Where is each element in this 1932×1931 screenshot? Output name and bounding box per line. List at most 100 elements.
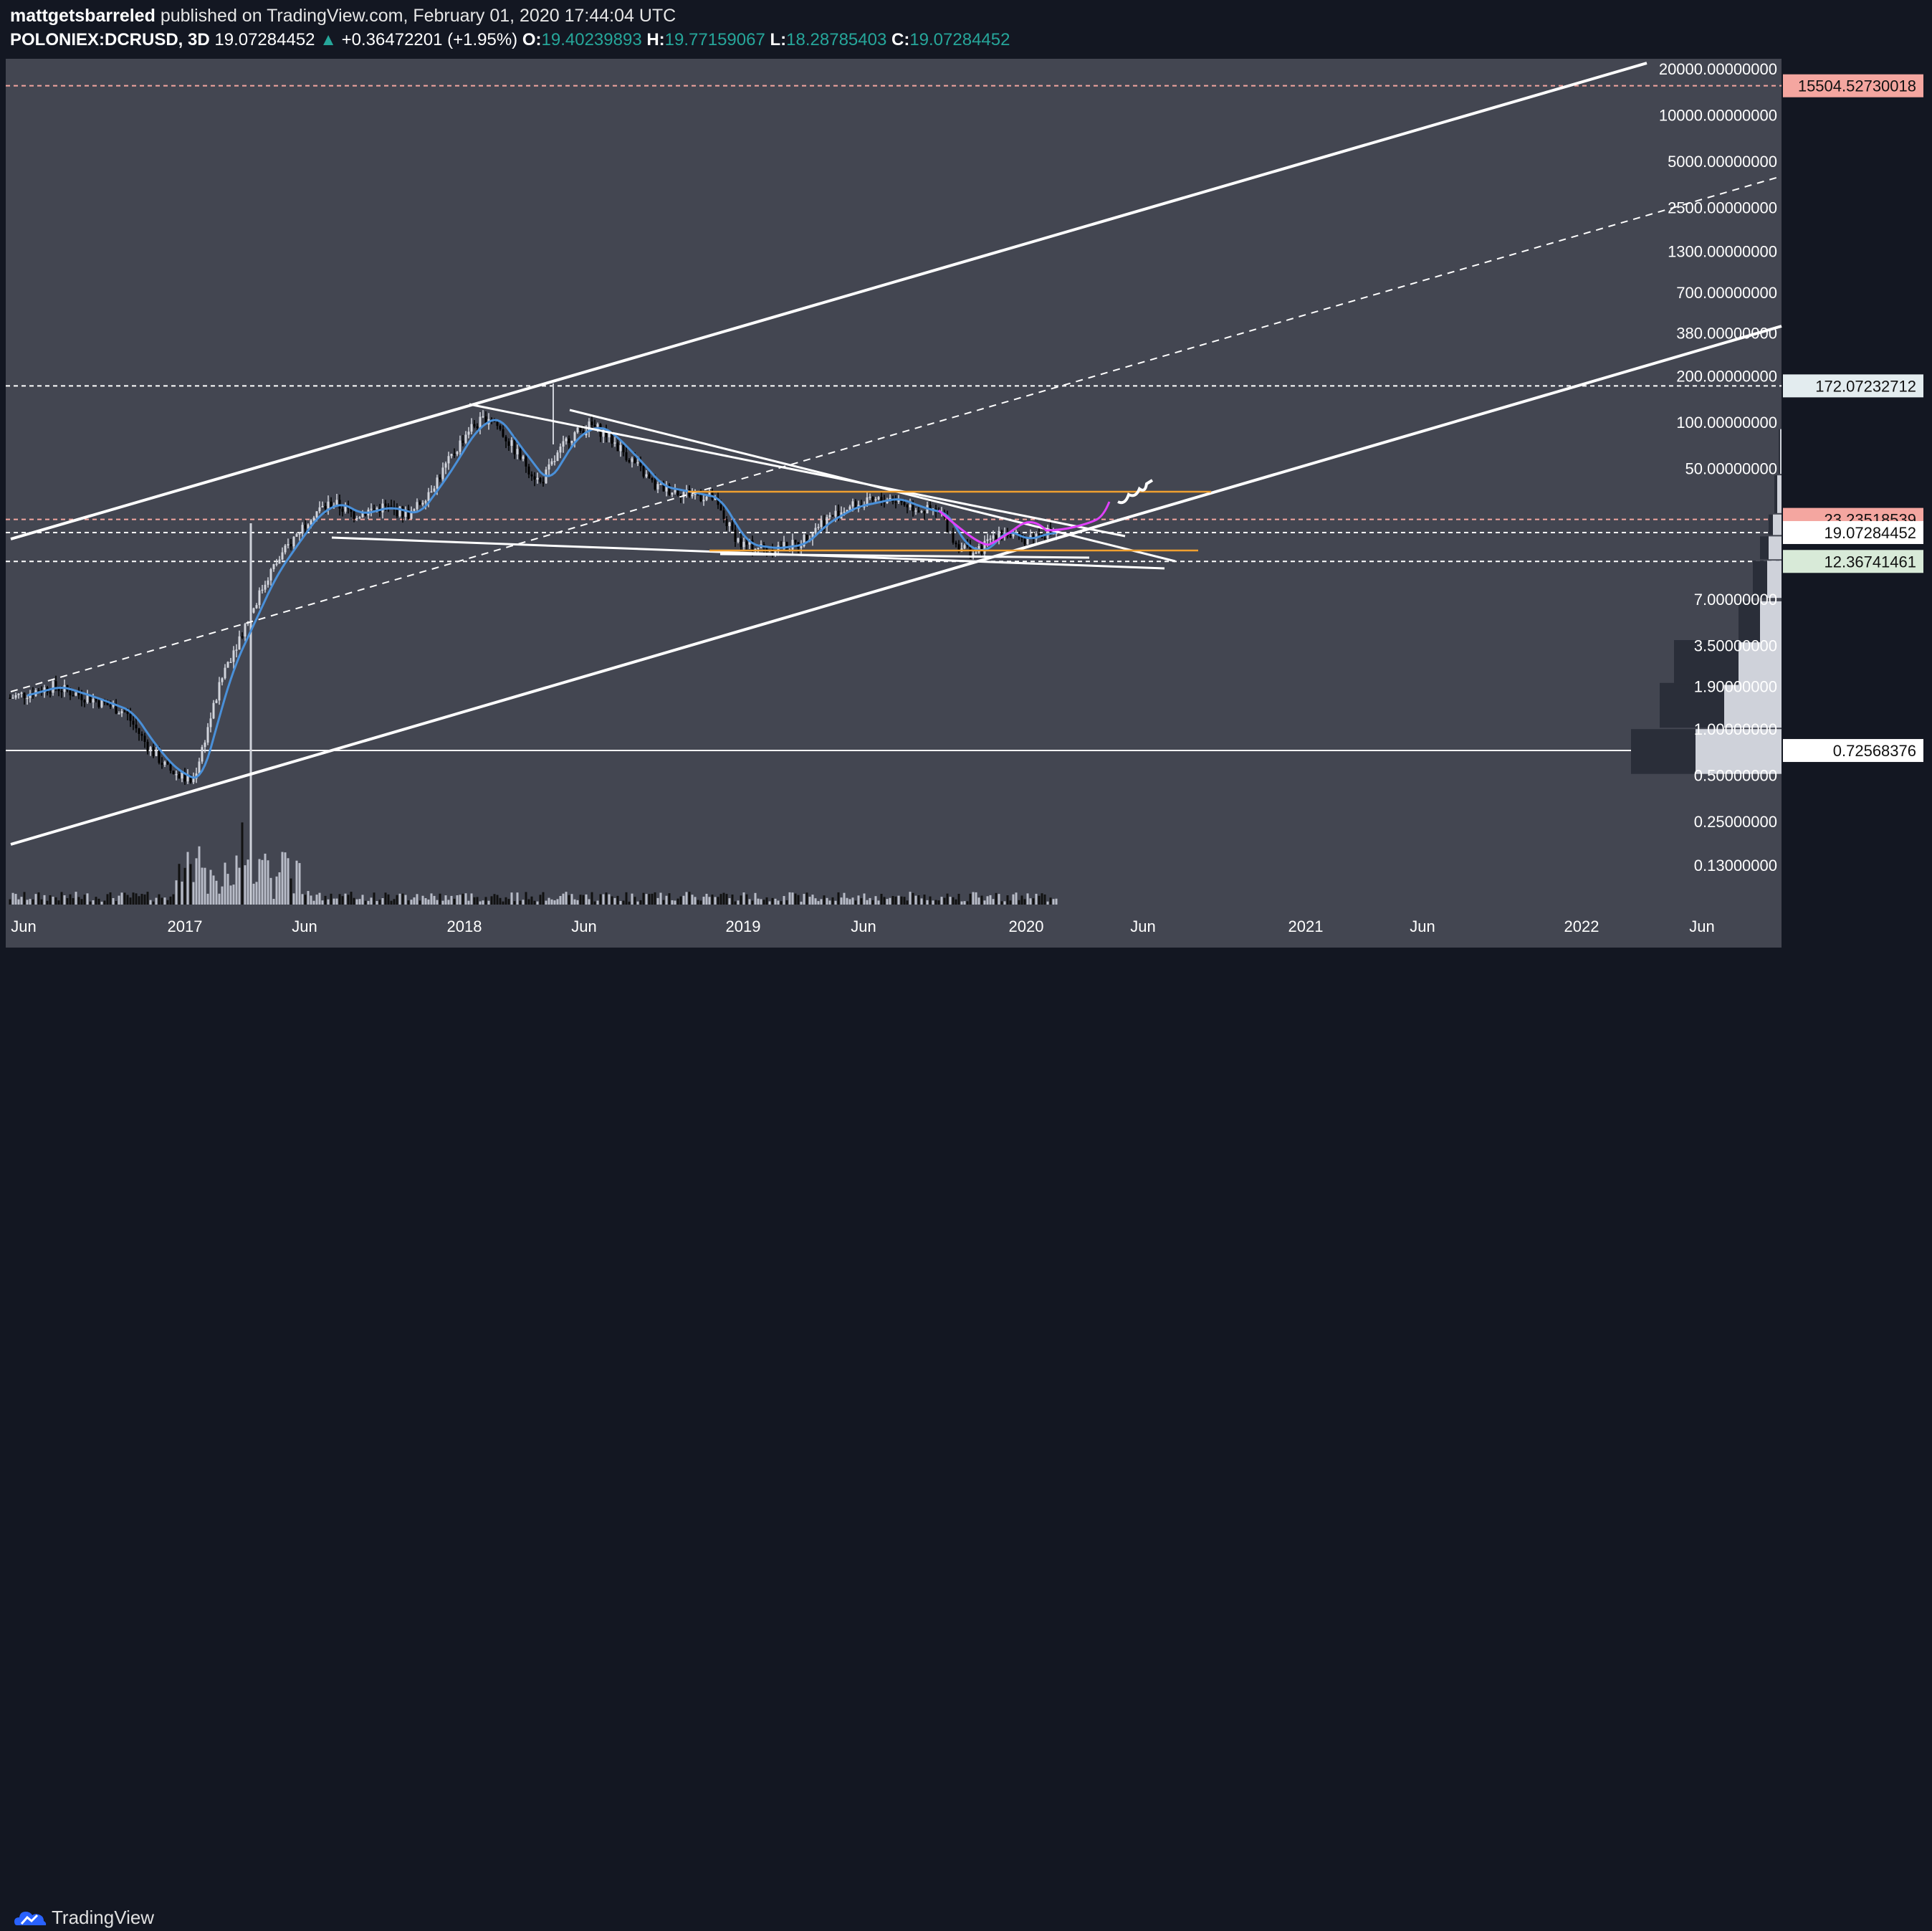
volume-bar: [929, 896, 932, 905]
candle-body: [267, 580, 269, 585]
price-axis[interactable]: 20000.00000000 10000.00000000 5000.0000000…: [1659, 60, 1777, 874]
channel-lower-line[interactable]: [10, 325, 1782, 846]
candle-body: [906, 505, 909, 507]
volume-bar: [287, 858, 290, 905]
volume-bar: [46, 900, 49, 905]
volume-bar: [479, 901, 482, 905]
lower-wedge-line[interactable]: [331, 536, 1165, 570]
tradingview-brand[interactable]: TradingView: [52, 1907, 155, 1928]
volume-bar: [694, 897, 697, 905]
time-axis[interactable]: Jun 2017 Jun 2018 Jun 2019 Jun 2020 Jun 2021 Jun 20…: [11, 917, 1714, 935]
candle-body: [441, 467, 444, 480]
bottom-line-line[interactable]: [719, 553, 1090, 559]
candle-body: [499, 426, 502, 429]
volume-bar: [49, 895, 52, 905]
volume-bar: [676, 898, 679, 905]
volume-bar: [788, 892, 791, 905]
volume-bar: [103, 900, 106, 905]
author-name[interactable]: mattgetsbarreled: [10, 6, 156, 26]
candle-body: [648, 474, 651, 479]
volume-bar: [740, 895, 742, 905]
volume-bar: [619, 901, 622, 905]
candle-body: [866, 497, 869, 505]
y-tick-label: 3.50000000: [1694, 637, 1777, 655]
channel-mid-dashed-line[interactable]: [10, 176, 1779, 692]
candle-body: [550, 461, 553, 464]
volume-bar: [32, 899, 34, 905]
candle-body: [312, 518, 315, 521]
volume-profile-row: [1674, 640, 1739, 685]
volume-bar: [378, 900, 381, 905]
volume-bar: [355, 899, 358, 905]
volume-bar: [636, 901, 639, 905]
candle-body: [146, 741, 149, 752]
volume-bar: [384, 892, 387, 905]
candle-body: [1029, 535, 1032, 538]
volume-bar: [957, 893, 960, 905]
price-tag-box: [1783, 520, 1923, 544]
candle-body: [975, 552, 977, 554]
channel-upper-line[interactable]: [10, 62, 1648, 540]
candle-body: [430, 491, 433, 493]
trend-drawings[interactable]: [10, 62, 1782, 846]
candle-body: [344, 505, 347, 512]
descending-trend-1-line[interactable]: [469, 403, 1126, 538]
descending-trend-2-line[interactable]: [569, 409, 1176, 563]
volume-bar: [539, 895, 542, 905]
candle-body: [404, 509, 407, 517]
volume-bar: [1009, 900, 1012, 905]
volume-bar: [797, 895, 800, 905]
candle-body: [814, 528, 817, 533]
candle-body: [995, 535, 998, 539]
candle-body: [86, 695, 89, 702]
candle-body: [421, 502, 424, 505]
volume-bar: [77, 897, 80, 905]
candle-body: [714, 497, 717, 500]
tradingview-logo-icon[interactable]: [13, 1907, 47, 1931]
volume-bar: [992, 899, 995, 905]
volume-bar: [209, 869, 212, 905]
volume-bar: [903, 897, 906, 905]
volume-bar: [611, 896, 613, 905]
volume-bar: [771, 897, 774, 905]
volume-bar: [857, 895, 860, 905]
volume-bar: [719, 894, 722, 905]
candle-body: [593, 425, 596, 427]
price-chart[interactable]: 20000.00000000 10000.00000000 5000.0000000…: [0, 0, 1932, 998]
volume-bar: [467, 900, 470, 905]
volume-bar: [419, 900, 421, 905]
volume-bar: [1029, 898, 1032, 905]
candle-body: [436, 477, 439, 489]
volume-bar: [413, 897, 416, 905]
candle-body: [886, 500, 889, 503]
candle-body: [665, 485, 668, 492]
volume-bar: [95, 897, 97, 905]
candle-body: [570, 440, 573, 444]
volume-bar: [215, 880, 218, 905]
candle-body: [920, 511, 923, 512]
volume-bar: [198, 846, 201, 905]
y-tick-label: 200.00000000: [1676, 367, 1777, 385]
volume-bar: [665, 895, 668, 905]
volume-bar: [631, 893, 633, 905]
open-value: 19.40239893: [541, 30, 642, 49]
volume-bar: [146, 892, 149, 905]
volume-bar: [943, 897, 946, 905]
volume-bar: [886, 899, 889, 905]
candles: [9, 383, 1058, 905]
candle-body: [327, 501, 330, 509]
volume-bar: [393, 899, 396, 905]
candle-body: [823, 520, 826, 527]
volume-bar: [80, 899, 83, 905]
change-value: +0.36472201 (+1.95%): [341, 30, 518, 49]
volume-bar: [100, 901, 103, 905]
candle-body: [321, 506, 324, 507]
volume-bar: [341, 896, 344, 905]
volume-bar: [596, 900, 599, 905]
x-tick-label: Jun: [11, 917, 36, 935]
candle-body: [722, 510, 725, 520]
symbol-label[interactable]: POLONIEX:DCRUSD, 3D: [10, 30, 210, 49]
footer: TradingView: [0, 948, 1932, 1928]
candle-body: [77, 692, 80, 695]
volume-bar: [616, 895, 619, 905]
